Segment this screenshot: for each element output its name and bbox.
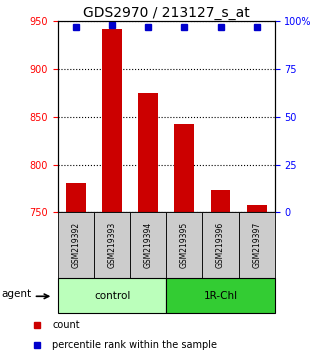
Title: GDS2970 / 213127_s_at: GDS2970 / 213127_s_at — [83, 6, 250, 20]
Text: GSM219395: GSM219395 — [180, 222, 189, 268]
Text: control: control — [94, 291, 130, 301]
Bar — [211, 190, 230, 212]
Bar — [66, 183, 86, 212]
Bar — [166, 212, 203, 278]
Text: GSM219392: GSM219392 — [71, 222, 80, 268]
Bar — [58, 278, 166, 313]
Bar — [203, 212, 239, 278]
Bar — [174, 124, 194, 212]
Text: GSM219394: GSM219394 — [144, 222, 153, 268]
Bar — [130, 212, 166, 278]
Bar — [94, 212, 130, 278]
Bar — [247, 205, 266, 212]
Bar — [239, 212, 275, 278]
Text: GSM219393: GSM219393 — [108, 222, 117, 268]
Text: percentile rank within the sample: percentile rank within the sample — [52, 340, 217, 350]
Text: GSM219396: GSM219396 — [216, 222, 225, 268]
Text: count: count — [52, 320, 80, 330]
Bar — [102, 29, 122, 212]
Text: agent: agent — [1, 289, 31, 299]
Bar — [58, 212, 94, 278]
Bar — [166, 278, 275, 313]
Text: GSM219397: GSM219397 — [252, 222, 261, 268]
Bar — [138, 93, 158, 212]
Text: 1R-Chl: 1R-Chl — [204, 291, 238, 301]
